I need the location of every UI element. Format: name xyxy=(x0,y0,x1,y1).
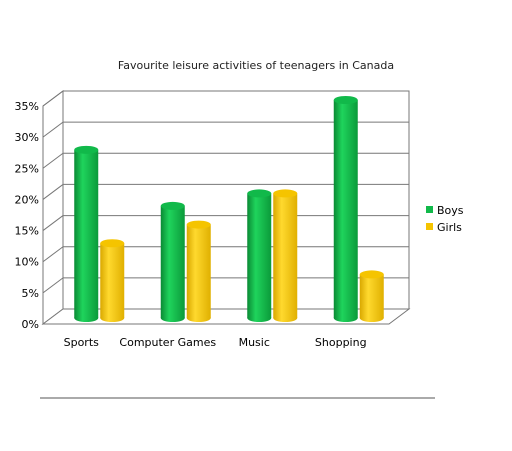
bar-body xyxy=(333,100,358,318)
legend-swatch-girls xyxy=(426,223,433,230)
y-tick-label: 10% xyxy=(15,256,39,269)
bar-boys-shopping xyxy=(333,96,358,322)
y-tick-label: 5% xyxy=(22,287,39,300)
bar-boys-computer-games xyxy=(160,201,185,322)
bar-boys-music xyxy=(247,189,272,322)
y-tick-label: 35% xyxy=(15,100,39,113)
x-tick-label: Shopping xyxy=(315,336,367,349)
bar-body xyxy=(273,193,298,318)
grid-line-side xyxy=(42,184,64,200)
chart-title: Favourite leisure activities of teenager… xyxy=(118,59,394,72)
bar-top xyxy=(273,189,298,198)
left-wall xyxy=(42,90,64,325)
bar-girls-music xyxy=(273,189,298,322)
bar-body xyxy=(247,193,272,318)
grid-line-side xyxy=(42,90,64,107)
bar-body xyxy=(100,243,125,318)
bar-top xyxy=(100,239,125,248)
y-axis-ticks: 0% 5% 10% 15% 20% 25% 30% 35% xyxy=(15,100,39,331)
bar-top xyxy=(359,270,384,279)
bar-boys-sports xyxy=(74,145,99,322)
legend-label-boys: Boys xyxy=(437,204,464,217)
bar-top xyxy=(160,201,185,210)
grid-line-side xyxy=(42,121,64,138)
legend-label-girls: Girls xyxy=(437,221,462,234)
grid-line-side xyxy=(42,215,64,231)
y-tick-label: 20% xyxy=(15,193,39,206)
x-axis-ticks: Sports Computer Games Music Shopping xyxy=(64,336,367,349)
bar-body xyxy=(74,149,99,318)
x-tick-label: Sports xyxy=(64,336,100,349)
y-tick-label: 15% xyxy=(15,225,39,238)
y-tick-label: 30% xyxy=(15,131,39,144)
bar-top xyxy=(74,145,99,154)
bar-top xyxy=(333,96,358,104)
grid-line-side xyxy=(42,152,64,169)
bar-body xyxy=(160,205,185,318)
x-tick-label: Music xyxy=(239,336,270,349)
bar-top xyxy=(247,189,272,198)
y-tick-label: 25% xyxy=(15,162,39,175)
bar-body xyxy=(186,224,211,318)
y-tick-label: 0% xyxy=(22,318,39,331)
floor xyxy=(41,308,411,325)
bar-body xyxy=(359,274,384,318)
grid-line-side xyxy=(42,277,64,294)
bar-girls-sports xyxy=(100,239,125,322)
legend-swatch-boys xyxy=(426,206,433,213)
bar-top xyxy=(186,220,211,229)
x-tick-label: Computer Games xyxy=(119,336,216,349)
bar-girls-shopping xyxy=(359,270,384,322)
bar-girls-computer-games xyxy=(186,220,211,322)
bars xyxy=(74,96,384,322)
grid-line-side xyxy=(42,246,64,263)
legend: Boys Girls xyxy=(426,204,464,234)
